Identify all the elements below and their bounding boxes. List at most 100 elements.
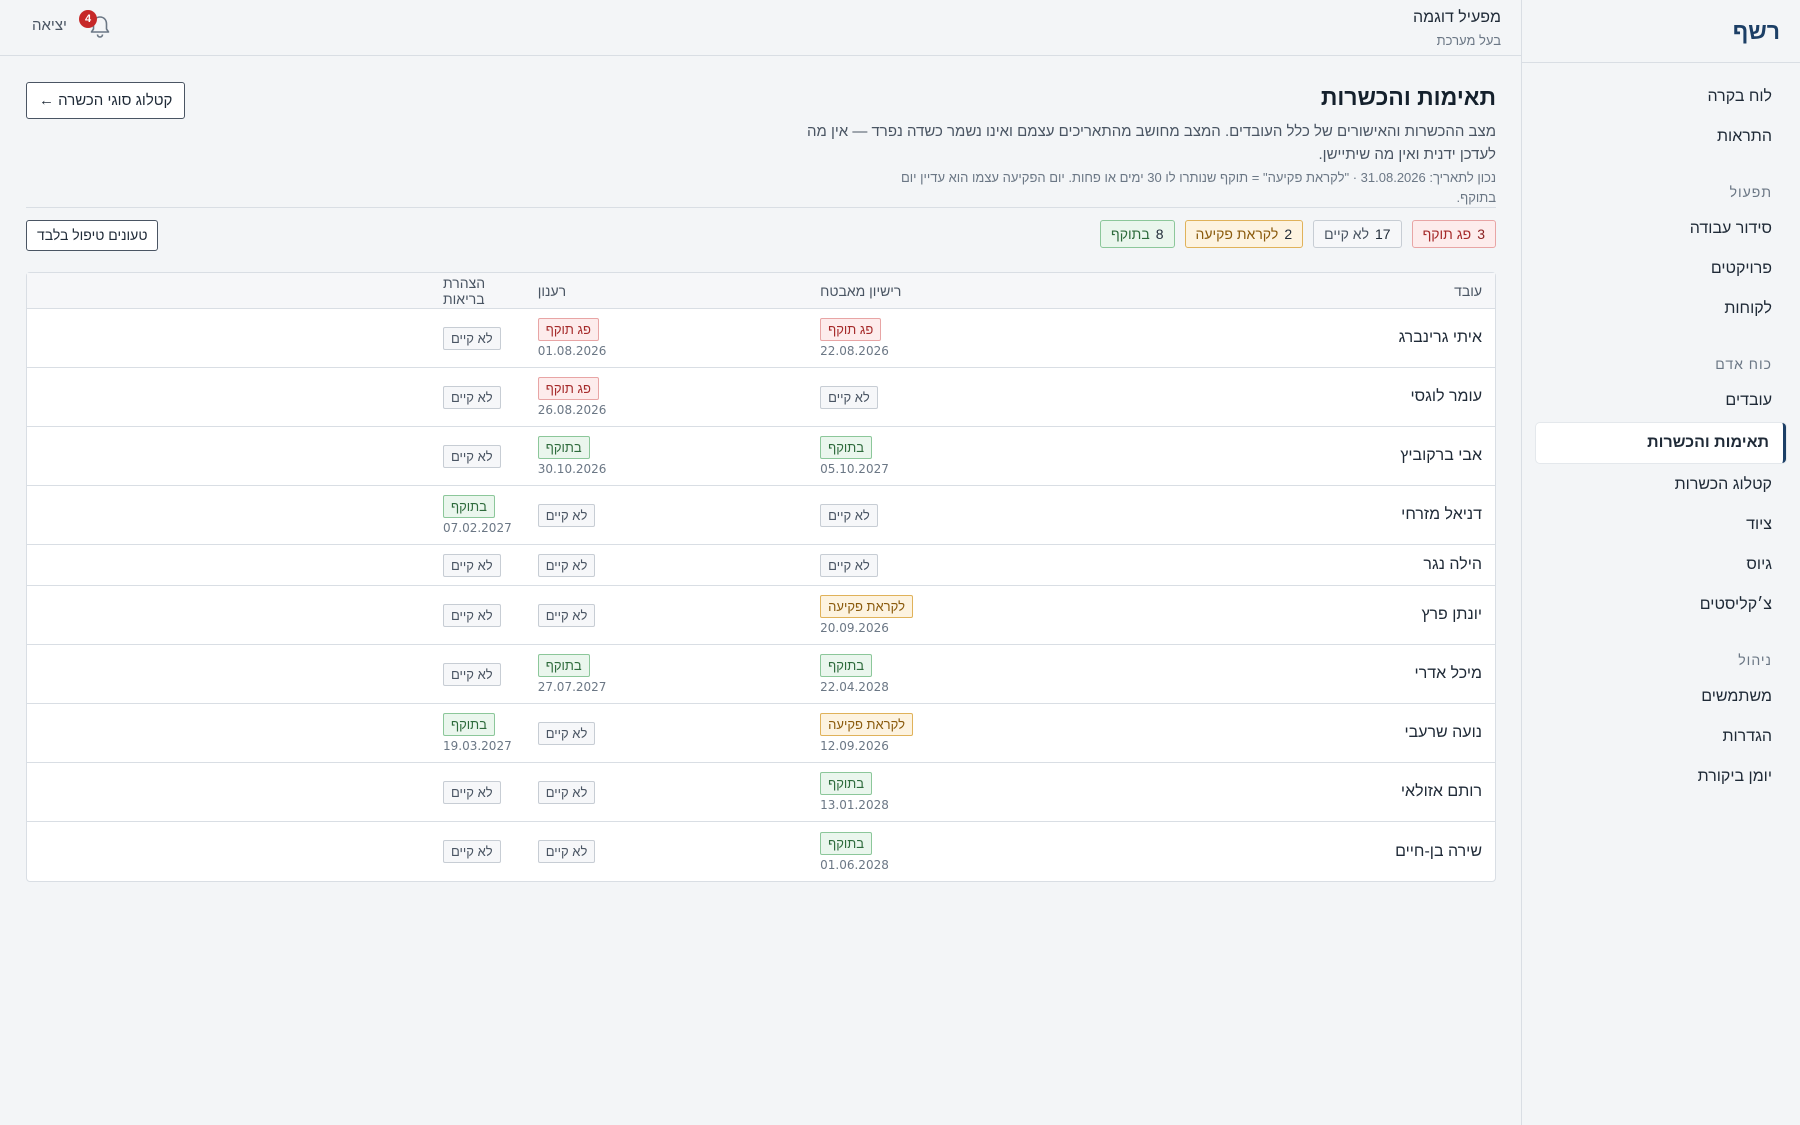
status-stack: בתוקף 01.06.2028: [820, 831, 889, 872]
status-badge: לא קיים: [443, 553, 501, 577]
cell-health-declaration: בתוקף 07.02.2027: [27, 486, 525, 545]
logout-link[interactable]: יציאה: [32, 17, 67, 34]
employee-name[interactable]: יונתן פרץ: [1181, 586, 1495, 645]
status-badge: לא קיים: [537, 780, 596, 804]
expiry-date: 30.10.2026: [537, 462, 607, 476]
status-badge: לא קיים: [537, 840, 596, 863]
expiry-date: 05.10.2027: [820, 462, 889, 476]
sidebar-item-projects[interactable]: פרויקטים: [1710, 260, 1772, 277]
cell-guard-license: לקראת פקיעה 12.09.2026: [807, 704, 1182, 763]
table-row[interactable]: יונתן פרץ לקראת פקיעה 20.09.2026 לא קיים לא …: [27, 586, 1495, 645]
table-row[interactable]: רותם אזולאי בתוקף 13.01.2028 לא קיים לא קיים: [27, 763, 1495, 822]
topbar: מפעיל דוגמה בעל מערכת 4 יציאה: [0, 0, 1521, 56]
table-row[interactable]: אבי ברקוביץ בתוקף 05.10.2027 בתוקף 30.10.202…: [27, 427, 1495, 486]
employee-name[interactable]: איתי גרינברג: [1181, 309, 1495, 368]
employee-name[interactable]: נועה שרעבי: [1181, 704, 1495, 763]
sidebar-item-users[interactable]: משתמשים: [1701, 688, 1772, 705]
expiry-date: 12.09.2026: [820, 739, 889, 753]
chip-count: 3: [1477, 226, 1485, 242]
cell-guard-license: בתוקף 13.01.2028: [807, 763, 1182, 822]
status-stack: לא קיים: [443, 553, 501, 577]
sidebar-item-schedule[interactable]: סידור עבודה: [1689, 220, 1772, 237]
summary-chips: 3 פג תוקף 17 לא קיים 2 לקראת פקיעה 8 בתוקף: [1100, 220, 1496, 248]
employee-name[interactable]: מיכל אדרי: [1181, 645, 1495, 704]
cell-refresher: לא קיים: [524, 763, 808, 822]
expiry-date: 01.08.2026: [537, 344, 607, 358]
page-note: נכון לתאריך: 31.08.2026 · "לקראת פקיעה" …: [900, 170, 1496, 205]
status-stack: לא קיים: [443, 385, 501, 409]
sidebar-item-dashboard[interactable]: לוח בקרה: [1707, 88, 1772, 105]
sidebar-item-checklists[interactable]: צ׳קליסטים: [1699, 596, 1772, 613]
header-refresher[interactable]: רענון: [524, 273, 808, 309]
expiry-date: 13.01.2028: [820, 798, 889, 812]
chip-count: 8: [1155, 226, 1164, 242]
summary-chip-soon[interactable]: 2 לקראת פקיעה: [1184, 220, 1304, 248]
status-badge: בתוקף: [820, 831, 873, 855]
status-stack: בתוקף 19.03.2027: [443, 713, 512, 753]
status-stack: לא קיים: [537, 721, 596, 745]
expiry-date: 07.02.2027: [443, 521, 512, 535]
table-header-row: עובד רישיון מאבטח רענון הצהרת בריאות: [27, 273, 1495, 309]
status-badge: לא קיים: [820, 503, 878, 527]
main-content: תאימות והכשרות מצב ההכשרות והאישורים של …: [26, 56, 1496, 882]
expiry-date: 01.06.2028: [820, 857, 889, 872]
user-role: בעל מערכת: [1436, 33, 1501, 48]
employee-name[interactable]: רותם אזולאי: [1181, 763, 1495, 822]
cell-health-declaration: לא קיים: [27, 645, 525, 704]
cell-refresher: בתוקף 30.10.2026: [524, 427, 808, 486]
chip-label: בתוקף: [1111, 226, 1150, 242]
sidebar-item-customers[interactable]: לקוחות: [1724, 300, 1772, 317]
table-row[interactable]: נועה שרעבי לקראת פקיעה 12.09.2026 לא קיים בת…: [27, 704, 1495, 763]
status-badge: לא קיים: [443, 385, 501, 409]
table-row[interactable]: שירה בן-חיים בתוקף 01.06.2028 לא קיים לא קיי…: [27, 822, 1495, 881]
employee-name[interactable]: אבי ברקוביץ: [1181, 427, 1495, 486]
header-employee[interactable]: עובד: [1181, 273, 1495, 309]
status-badge: לא קיים: [443, 840, 501, 863]
status-badge: לא קיים: [443, 326, 501, 350]
sidebar-item-equipment[interactable]: ציוד: [1746, 516, 1772, 533]
sidebar-item-audit-log[interactable]: יומן ביקורת: [1697, 768, 1772, 785]
sidebar-section-title: תפעול: [1729, 184, 1772, 200]
training-catalog-button[interactable]: קטלוג סוגי הכשרה ←: [26, 82, 186, 119]
status-badge: בתוקף: [443, 713, 495, 736]
sidebar-item-alerts[interactable]: התראות: [1717, 128, 1772, 145]
chip-count: 17: [1374, 226, 1391, 242]
sidebar-item-compliance[interactable]: תאימות והכשרות: [1536, 423, 1786, 463]
header-health-declaration[interactable]: הצהרת בריאות: [27, 273, 525, 309]
status-stack: לא קיים: [820, 503, 878, 527]
status-stack: בתוקף 30.10.2026: [537, 436, 607, 476]
sidebar-item-training-catalog[interactable]: קטלוג הכשרות: [1674, 476, 1772, 493]
status-badge: בתוקף: [537, 654, 590, 677]
table-row[interactable]: עומר לוגסי לא קיים פג תוקף 26.08.2026 לא קיי…: [27, 368, 1495, 427]
employee-name[interactable]: דניאל מזרחי: [1181, 486, 1495, 545]
header-guard-license[interactable]: רישיון מאבטח: [807, 273, 1182, 309]
sidebar-item-employees[interactable]: עובדים: [1725, 392, 1772, 409]
cell-refresher: בתוקף 27.07.2027: [524, 645, 808, 704]
cell-health-declaration: לא קיים: [27, 309, 525, 368]
table-row[interactable]: הילה נגר לא קיים לא קיים לא קיים: [27, 545, 1495, 586]
expiry-date: 26.08.2026: [537, 403, 607, 417]
status-badge: לא קיים: [537, 603, 596, 627]
chip-label: לא קיים: [1324, 226, 1369, 242]
status-badge: לקראת פקיעה: [820, 595, 914, 618]
chip-count: 2: [1284, 226, 1293, 242]
employee-name[interactable]: שירה בן-חיים: [1395, 842, 1482, 860]
status-badge: לא קיים: [443, 780, 501, 804]
sidebar-item-settings[interactable]: הגדרות: [1722, 728, 1772, 745]
table-row[interactable]: מיכל אדרי בתוקף 22.04.2028 בתוקף 27.07.2027 ל…: [27, 645, 1495, 704]
page-description: מצב ההכשרות והאישורים של כלל העובדים. המ…: [806, 123, 1496, 163]
employee-name[interactable]: עומר לוגסי: [1181, 368, 1495, 427]
status-stack: לא קיים: [537, 840, 596, 863]
table-row[interactable]: דניאל מזרחי לא קיים לא קיים בתוקף 07.02.2027: [27, 486, 1495, 545]
summary-chip-missing[interactable]: 17 לא קיים: [1313, 220, 1402, 248]
sidebar-item-recruitment[interactable]: גיוס: [1746, 556, 1772, 573]
brand-logo[interactable]: רשף: [1522, 0, 1800, 63]
summary-chip-valid[interactable]: 8 בתוקף: [1100, 220, 1175, 248]
summary-chip-expired[interactable]: 3 פג תוקף: [1411, 220, 1496, 248]
status-badge: לא קיים: [443, 603, 501, 627]
table-row[interactable]: איתי גרינברג פג תוקף 22.08.2026 פג תוקף 01.0…: [27, 309, 1495, 368]
status-stack: לא קיים: [537, 603, 596, 627]
employee-name[interactable]: הילה נגר: [1181, 545, 1495, 586]
needs-attention-filter-button[interactable]: טעונים טיפול בלבד: [26, 220, 159, 251]
user-info: מפעיל דוגמה בעל מערכת: [1413, 9, 1501, 48]
